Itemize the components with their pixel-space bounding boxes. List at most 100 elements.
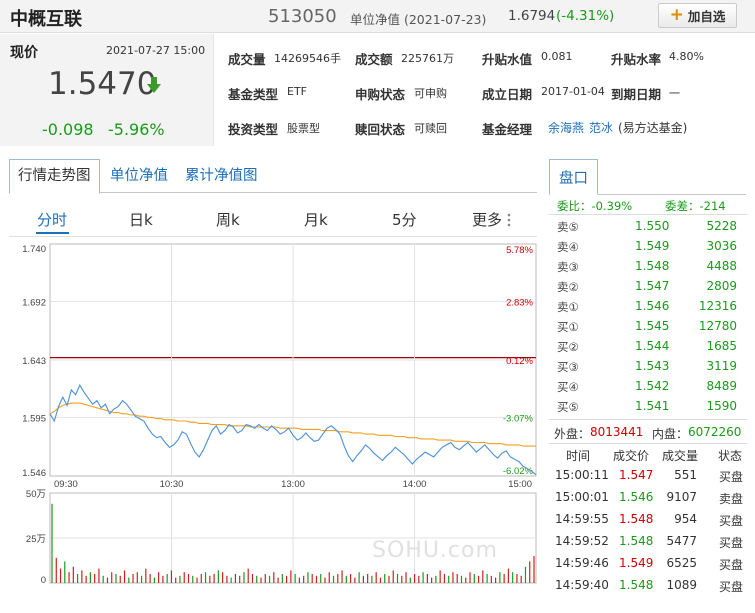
fund-type-label: 基金类型 (228, 87, 279, 102)
trade-price: 1.546 (619, 490, 654, 504)
order-volume: 4488 (706, 259, 737, 273)
trade-row: 14:59:55 1.548 954 买盘 (549, 509, 747, 531)
amount-label: 成交额 (355, 52, 393, 67)
tab-active-frame (9, 159, 100, 194)
price-panel (0, 34, 214, 146)
order-price: 1.550 (635, 219, 670, 233)
order-volume: 1685 (706, 339, 737, 353)
trade-price: 1.549 (619, 556, 654, 570)
subtab-divider (9, 236, 537, 237)
y-tick-label: 1.643 (22, 356, 46, 367)
order-volume: 2809 (706, 279, 737, 293)
trade-price: 1.547 (619, 468, 654, 482)
order-price: 1.547 (635, 279, 670, 293)
order-volume: 8489 (706, 379, 737, 393)
manager-link-1[interactable]: 余海燕 (548, 121, 585, 135)
order-price: 1.548 (635, 259, 670, 273)
trade-row: 14:59:40 1.548 1089 买盘 (549, 575, 747, 597)
order-book-row: 买④ 1.542 8489 (549, 377, 747, 397)
trade-time: 15:00:01 (555, 490, 609, 504)
add-to-watchlist-button[interactable]: + 加自选 (658, 3, 737, 28)
order-diff: 委差：-214 (665, 199, 726, 213)
subtab-active-underline (36, 232, 69, 234)
trade-time: 14:59:55 (555, 512, 609, 526)
nav-label: 单位净值 (2021-07-23) (350, 12, 487, 27)
order-book-row: 买① 1.545 12780 (549, 317, 747, 337)
order-book-row: 买② 1.544 1685 (549, 337, 747, 357)
tab-cumulative-nav[interactable]: 累计净值图 (185, 168, 258, 184)
order-level: 买① (557, 320, 579, 334)
trade-time: 15:00:11 (555, 468, 609, 482)
order-level: 卖① (557, 300, 579, 314)
subtab-monthly-k[interactable]: 月k (304, 211, 328, 229)
subscribe-value: 可申购 (414, 87, 447, 100)
tab-unit-nav[interactable]: 单位净值 (110, 168, 168, 184)
order-volume: 3036 (706, 239, 737, 253)
manager-company: (易方达基金) (618, 121, 688, 135)
order-level: 买⑤ (557, 400, 579, 414)
subtab-weekly-k[interactable]: 周k (216, 211, 240, 229)
order-level: 买③ (557, 360, 579, 374)
x-tick-label: 09:30 (54, 479, 78, 490)
order-volume: 1590 (706, 399, 737, 413)
subtab-intraday[interactable]: 分时 (37, 211, 68, 229)
trade-time: 14:59:52 (555, 534, 609, 548)
fund-code: 513050 (268, 6, 337, 27)
arrow-down-icon (147, 77, 161, 93)
order-book-row: 卖④ 1.549 3036 (549, 237, 747, 257)
current-price: 1.5470 (48, 66, 157, 102)
x-tick-label: 15:00 (508, 479, 532, 490)
watermark-text: SOHU.com (372, 538, 498, 563)
trade-price: 1.548 (619, 534, 654, 548)
trade-volume: 5477 (666, 534, 697, 548)
manager-link-2[interactable]: 范冰 (589, 121, 614, 135)
order-price: 1.542 (635, 379, 670, 393)
price-change-pct: -5.96% (108, 120, 165, 139)
inner-volume-value: 6072260 (688, 425, 742, 439)
order-price: 1.544 (635, 339, 670, 353)
chart-tab-bar (9, 159, 537, 193)
premium-value: 0.081 (541, 50, 573, 63)
order-divider-bottom (549, 419, 747, 420)
order-price: 1.545 (635, 319, 670, 333)
trade-row: 15:00:01 1.546 9107 卖盘 (549, 487, 747, 509)
volume-label: 成交量 (228, 52, 266, 67)
y-pct-tick-label: 0.12% (506, 356, 533, 367)
y-pct-tick-label: 2.83% (506, 297, 533, 308)
order-level: 卖③ (557, 260, 579, 274)
intraday-chart: 1.740 1.692 1.643 1.595 1.546 5.78% 2.83% 0.12%… (22, 243, 537, 586)
tab-order-book[interactable]: 盘口 (549, 159, 598, 195)
order-price: 1.541 (635, 399, 670, 413)
trade-volume: 551 (674, 468, 697, 482)
manager-label: 基金经理 (482, 122, 533, 137)
premium-rate-label: 升贴水率 (611, 52, 662, 67)
price-line (49, 383, 537, 476)
order-book-row: 卖② 1.547 2809 (549, 277, 747, 297)
order-book-row: 买⑤ 1.541 1590 (549, 397, 747, 417)
trades-header-price: 成交价 (613, 449, 650, 463)
fund-name: 中概互联 (10, 9, 82, 30)
trade-volume: 1089 (666, 578, 697, 592)
subtab-more[interactable]: 更多 (472, 211, 503, 229)
x-tick-label: 14:00 (403, 479, 427, 490)
order-panel-header (549, 159, 746, 195)
invest-type-value: 股票型 (287, 122, 320, 135)
volume-tick-label: 0 (41, 575, 46, 586)
trades-header-status: 状态 (718, 449, 743, 463)
volume-tick-label: 25万 (26, 534, 46, 545)
y-tick-label: 1.546 (22, 468, 46, 479)
subtab-5min[interactable]: 5分 (392, 211, 417, 229)
order-volume: 3119 (706, 359, 737, 373)
invest-type-label: 投资类型 (228, 122, 279, 137)
x-tick-label: 10:30 (160, 479, 184, 490)
order-level: 买④ (557, 380, 579, 394)
y-tick-label: 1.692 (22, 297, 46, 308)
trades-header-volume: 成交量 (662, 449, 699, 463)
tab-market-trend[interactable]: 行情走势图 (18, 168, 91, 184)
subscribe-label: 申购状态 (355, 87, 406, 102)
order-level: 买② (557, 340, 579, 354)
subtab-daily-k[interactable]: 日k (129, 211, 153, 229)
trade-status: 买盘 (719, 558, 744, 572)
outer-volume-value: 8013441 (590, 425, 644, 439)
add-fav-label: 加自选 (687, 9, 726, 24)
